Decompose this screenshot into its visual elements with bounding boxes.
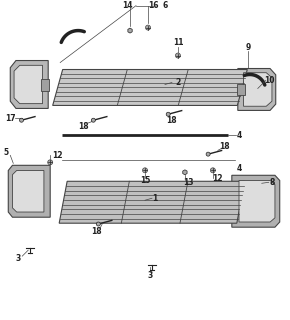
Circle shape bbox=[146, 25, 151, 30]
Text: 15: 15 bbox=[140, 176, 150, 185]
Polygon shape bbox=[232, 175, 280, 227]
Text: 6: 6 bbox=[162, 1, 168, 10]
Circle shape bbox=[19, 118, 23, 122]
Text: 18: 18 bbox=[91, 227, 101, 236]
Circle shape bbox=[166, 112, 170, 116]
FancyBboxPatch shape bbox=[237, 84, 245, 95]
Circle shape bbox=[142, 168, 148, 173]
Text: 3: 3 bbox=[16, 254, 21, 263]
Polygon shape bbox=[183, 170, 187, 175]
Circle shape bbox=[175, 53, 180, 58]
Text: 8: 8 bbox=[269, 178, 274, 187]
Text: 16: 16 bbox=[148, 1, 158, 10]
Text: 2: 2 bbox=[175, 78, 181, 87]
Circle shape bbox=[91, 118, 95, 122]
FancyBboxPatch shape bbox=[41, 79, 49, 91]
Circle shape bbox=[210, 168, 215, 173]
Text: 10: 10 bbox=[264, 76, 275, 85]
Polygon shape bbox=[14, 65, 43, 104]
Text: 5: 5 bbox=[4, 148, 9, 157]
Polygon shape bbox=[8, 165, 50, 217]
Polygon shape bbox=[244, 73, 272, 106]
Text: 11: 11 bbox=[173, 38, 183, 47]
Text: 12: 12 bbox=[213, 174, 223, 183]
Text: 9: 9 bbox=[245, 43, 251, 52]
Text: 13: 13 bbox=[183, 178, 193, 187]
Text: 1: 1 bbox=[152, 194, 157, 203]
Text: 18: 18 bbox=[220, 142, 230, 151]
Circle shape bbox=[48, 160, 53, 165]
Circle shape bbox=[96, 222, 100, 226]
Polygon shape bbox=[59, 181, 245, 223]
Polygon shape bbox=[239, 180, 275, 222]
Text: 14: 14 bbox=[122, 1, 132, 10]
Text: 3: 3 bbox=[147, 271, 153, 280]
Polygon shape bbox=[53, 69, 247, 105]
Text: 17: 17 bbox=[5, 114, 16, 123]
Text: 18: 18 bbox=[78, 122, 88, 131]
Polygon shape bbox=[12, 171, 44, 212]
Polygon shape bbox=[10, 60, 48, 108]
Circle shape bbox=[206, 152, 210, 156]
Polygon shape bbox=[128, 28, 132, 33]
Polygon shape bbox=[238, 68, 276, 110]
Text: 4: 4 bbox=[237, 131, 242, 140]
Text: 18: 18 bbox=[167, 116, 177, 125]
Text: 4: 4 bbox=[237, 164, 242, 173]
Text: 12: 12 bbox=[52, 151, 62, 160]
